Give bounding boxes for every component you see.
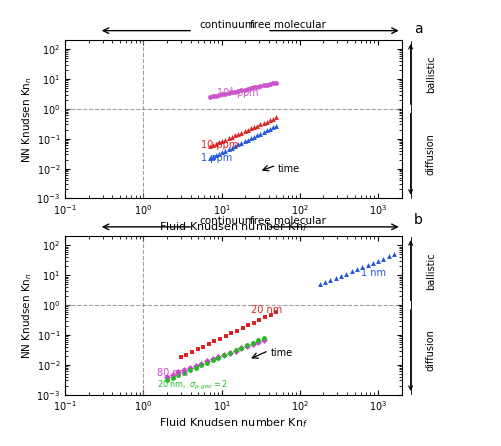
Text: 20 nm: 20 nm bbox=[251, 305, 282, 315]
Text: free molecular: free molecular bbox=[250, 20, 326, 30]
Text: diffusion: diffusion bbox=[425, 329, 435, 371]
Text: 1 ppm: 1 ppm bbox=[201, 153, 232, 163]
Text: b: b bbox=[413, 213, 422, 227]
Text: continuum: continuum bbox=[199, 20, 255, 30]
Text: a: a bbox=[413, 22, 422, 37]
Text: $10^4$ ppm: $10^4$ ppm bbox=[216, 85, 259, 100]
X-axis label: Fluid Knudsen number Kn$_f$: Fluid Knudsen number Kn$_f$ bbox=[159, 416, 307, 430]
Y-axis label: NN Knudsen Kn$_n$: NN Knudsen Kn$_n$ bbox=[20, 272, 34, 359]
Text: 80 nm: 80 nm bbox=[157, 368, 188, 378]
Text: free molecular: free molecular bbox=[250, 216, 326, 226]
Text: $20\ \mathrm{nm},\ \sigma_{p,geo}=2$: $20\ \mathrm{nm},\ \sigma_{p,geo}=2$ bbox=[157, 379, 227, 392]
Text: time: time bbox=[277, 164, 299, 173]
Text: diffusion: diffusion bbox=[425, 133, 435, 174]
Text: ballistic: ballistic bbox=[425, 56, 435, 93]
Text: 10 ppm: 10 ppm bbox=[201, 140, 238, 150]
Text: 1 nm: 1 nm bbox=[360, 268, 385, 278]
Text: time: time bbox=[270, 348, 292, 358]
Text: ballistic: ballistic bbox=[425, 252, 435, 289]
Text: continuum: continuum bbox=[199, 216, 255, 226]
X-axis label: Fluid Knudsen number Kn$_f$: Fluid Knudsen number Kn$_f$ bbox=[159, 220, 307, 234]
Y-axis label: NN Knudsen Kn$_n$: NN Knudsen Kn$_n$ bbox=[20, 76, 34, 163]
